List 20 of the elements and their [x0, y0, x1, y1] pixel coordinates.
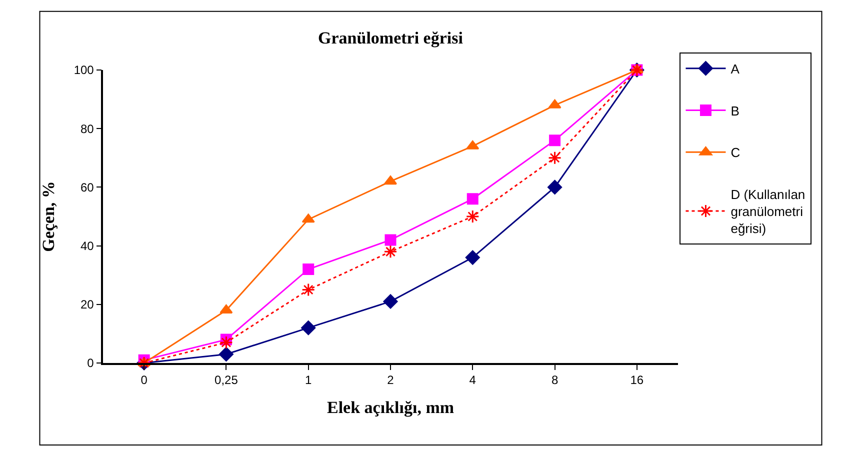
legend-label: A: [730, 61, 740, 76]
legend-label: B: [730, 103, 740, 118]
y-axis-title: Geçen, %: [38, 181, 58, 252]
y-tick-label: 80: [80, 122, 94, 136]
x-tick-label: 4: [469, 373, 476, 388]
x-tick-label: 0,25: [214, 373, 238, 388]
legend-label: C: [730, 145, 740, 160]
x-tick-label: 8: [551, 373, 558, 388]
x-tick-label: 0: [140, 373, 148, 388]
x-axis-title: Elek açıklığı, mm: [326, 398, 454, 418]
y-tick-label: 100: [74, 63, 94, 78]
y-tick-label: 60: [80, 180, 94, 194]
legend-label: D (Kullanılan granülometri eğrisi): [730, 187, 806, 236]
x-tick-label: 16: [630, 373, 644, 388]
chart-title: Granülometri eğrisi: [318, 28, 464, 48]
x-tick-label: 2: [387, 373, 394, 388]
y-tick-label: 40: [80, 239, 94, 253]
x-tick-label: 1: [305, 373, 312, 388]
y-tick-label: 20: [80, 298, 94, 312]
y-tick-label: 0: [87, 356, 94, 370]
